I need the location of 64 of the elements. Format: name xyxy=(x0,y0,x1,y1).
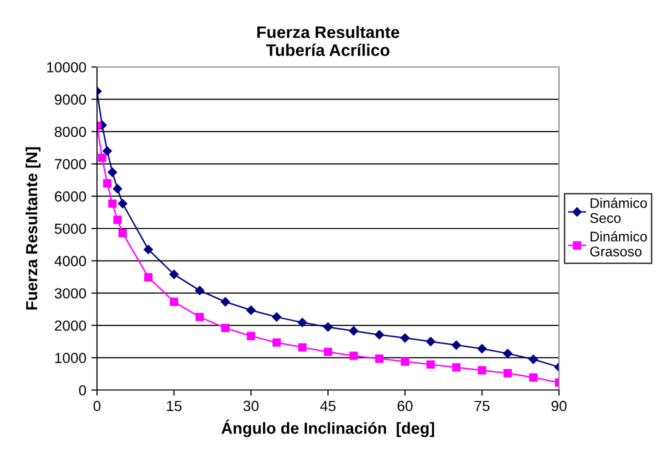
point xyxy=(108,168,118,177)
point xyxy=(426,336,436,346)
point xyxy=(452,363,460,372)
y-axis-title: Fuerza Resultante [N] xyxy=(26,147,40,310)
point xyxy=(324,348,332,356)
point xyxy=(504,369,512,378)
x-tick-label: 30 xyxy=(243,400,259,412)
x-tick-label: 15 xyxy=(167,400,182,412)
point xyxy=(374,330,384,340)
point xyxy=(323,322,333,332)
point xyxy=(108,199,117,208)
chart-title: Fuerza Resultante Tubería Acrílico xyxy=(257,26,400,56)
point xyxy=(272,312,282,322)
point xyxy=(426,360,435,369)
point xyxy=(98,154,106,162)
x-tick-label: 45 xyxy=(320,400,336,412)
point xyxy=(118,199,128,208)
point xyxy=(478,366,486,374)
point xyxy=(195,286,204,296)
point xyxy=(349,326,358,336)
point xyxy=(220,297,230,306)
x-tick-label: 90 xyxy=(552,400,567,412)
y-tick-label: 8000 xyxy=(54,126,86,138)
point xyxy=(350,352,358,360)
legend-label: Dinámico Seco xyxy=(590,198,647,223)
legend-label: Dinámico Grasoso xyxy=(590,231,647,256)
point xyxy=(298,318,307,328)
x-tick-label: 0 xyxy=(94,400,100,412)
point xyxy=(144,273,152,282)
point xyxy=(196,312,204,322)
y-tick-label: 2000 xyxy=(54,320,86,331)
point xyxy=(400,333,410,343)
y-tick-label: 3000 xyxy=(54,288,86,299)
y-tick-label: 6000 xyxy=(54,191,86,202)
point xyxy=(113,216,122,224)
point xyxy=(246,332,256,340)
x-tick-label: 75 xyxy=(474,400,490,412)
y-tick-label: 5000 xyxy=(54,224,86,234)
point xyxy=(169,270,179,279)
point xyxy=(529,373,538,382)
y-tick-label: 4000 xyxy=(54,256,86,266)
point xyxy=(170,298,178,306)
point xyxy=(528,354,538,364)
point xyxy=(103,179,112,188)
point xyxy=(221,324,230,332)
point xyxy=(246,306,256,315)
point xyxy=(452,340,461,350)
point xyxy=(375,354,384,363)
point xyxy=(118,228,127,238)
y-tick-label: 1000 xyxy=(55,352,86,364)
point xyxy=(102,146,112,156)
x-axis-title: Ángulo de Inclinación [deg] xyxy=(221,420,434,438)
point xyxy=(400,357,410,366)
y-tick-label: 10000 xyxy=(47,62,86,72)
point xyxy=(477,344,487,354)
point xyxy=(298,343,306,352)
y-tick-label: 0 xyxy=(79,385,86,396)
point xyxy=(503,348,512,358)
y-tick-label: 9000 xyxy=(54,94,86,105)
x-tick-label: 60 xyxy=(398,400,413,412)
point xyxy=(144,244,153,254)
point xyxy=(272,338,281,347)
point xyxy=(112,184,122,194)
y-tick-label: 7000 xyxy=(54,159,86,170)
